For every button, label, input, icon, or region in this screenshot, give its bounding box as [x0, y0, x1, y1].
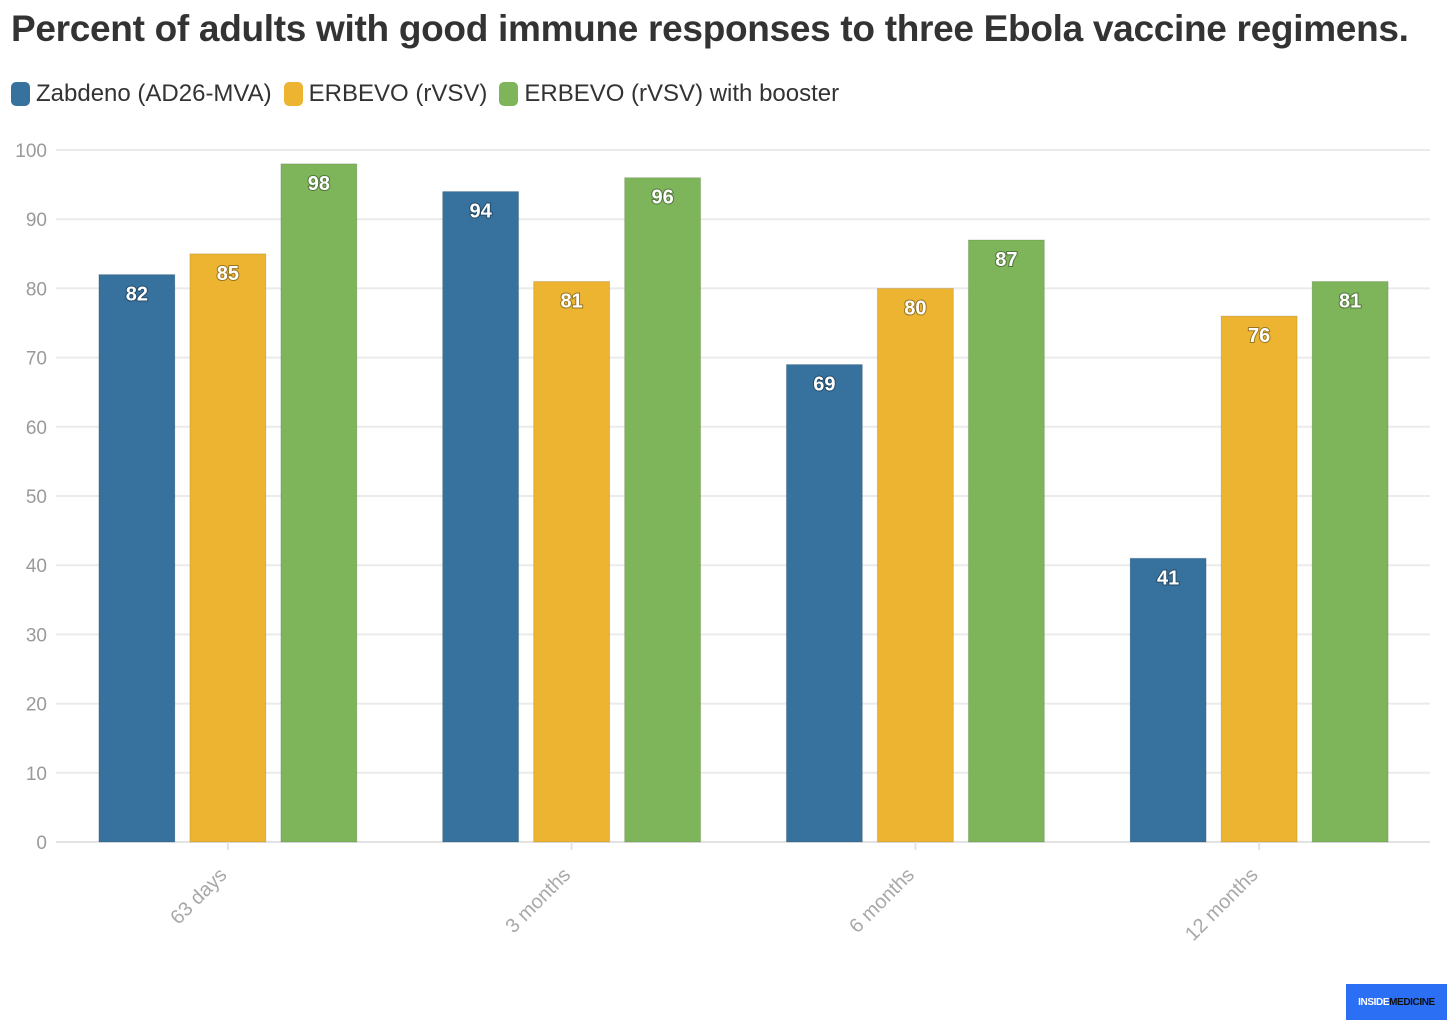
data-label: 87 [995, 249, 1017, 271]
legend-label: Zabdeno (AD26-MVA) [36, 80, 272, 107]
data-label: 81 [561, 290, 583, 312]
legend-item-erbevo-booster[interactable]: ERBEVO (rVSV) with booster [499, 80, 839, 108]
data-label: 69 [813, 374, 835, 396]
x-tick-label: 3 months [501, 864, 575, 938]
legend-item-erbevo[interactable]: ERBEVO (rVSV) [283, 80, 488, 108]
bar [280, 163, 358, 843]
data-label: 80 [904, 297, 926, 319]
logo-text-medicine: MEDICINE [1389, 996, 1435, 1008]
bar [442, 191, 520, 843]
y-tick-label: 40 [26, 556, 47, 577]
bar [1220, 315, 1298, 843]
legend-label: ERBEVO (rVSV) with booster [524, 80, 840, 107]
bar [533, 280, 611, 843]
x-tick-label: 6 months [845, 864, 919, 938]
legend-label: ERBEVO (rVSV) [308, 80, 488, 107]
legend-item-zabdeno[interactable]: Zabdeno (AD26-MVA) [11, 80, 272, 108]
y-tick-label: 50 [26, 487, 47, 508]
y-tick-label: 90 [26, 210, 47, 231]
bar [624, 177, 702, 843]
y-tick-label: 0 [36, 833, 47, 854]
y-tick-label: 80 [26, 279, 47, 300]
legend-swatch [11, 82, 30, 106]
data-label: 81 [1339, 290, 1361, 312]
bar [1129, 557, 1207, 843]
legend-swatch [499, 82, 519, 106]
y-tick-label: 20 [26, 695, 47, 716]
y-tick-label: 100 [15, 141, 47, 162]
bar [1311, 280, 1389, 843]
chart-legend: Zabdeno (AD26-MVA) ERBEVO (rVSV) ERBEVO … [11, 80, 851, 108]
bar [785, 364, 863, 843]
data-label: 96 [652, 187, 674, 209]
bar [189, 253, 267, 843]
bar [98, 274, 176, 843]
x-tick-label: 63 days [166, 864, 231, 929]
data-label: 94 [470, 201, 493, 223]
bar [876, 287, 954, 843]
y-tick-label: 70 [26, 349, 47, 370]
data-label: 98 [308, 173, 330, 195]
inside-medicine-logo: INSIDE MEDICINE [1346, 984, 1447, 1020]
x-tick-label: 12 months [1181, 864, 1263, 946]
data-label: 41 [1157, 567, 1179, 589]
data-label: 82 [126, 284, 148, 306]
data-label: 85 [217, 263, 239, 285]
y-tick-label: 10 [26, 764, 47, 785]
y-tick-label: 30 [26, 625, 47, 646]
y-tick-label: 60 [26, 418, 47, 439]
chart-title: Percent of adults with good immune respo… [11, 8, 1409, 49]
legend-swatch [283, 82, 303, 106]
data-label: 76 [1248, 325, 1270, 347]
logo-text-inside: INSIDE [1358, 996, 1390, 1008]
bar [967, 239, 1045, 843]
